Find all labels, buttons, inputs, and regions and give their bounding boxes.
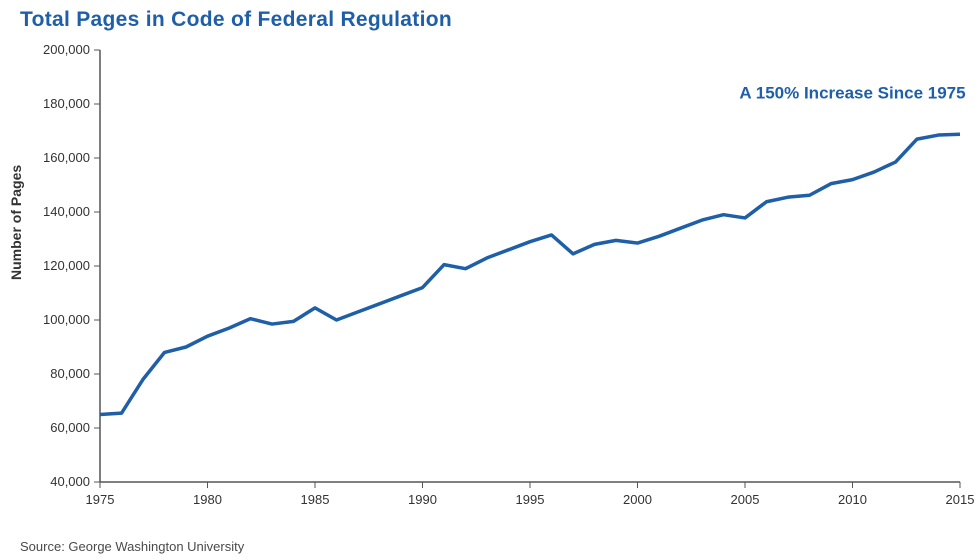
x-tick-label: 2005	[731, 492, 760, 507]
y-tick-label: 40,000	[50, 474, 90, 489]
x-tick-label: 1975	[86, 492, 115, 507]
data-line	[100, 134, 960, 414]
chart-container: Total Pages in Code of Federal Regulatio…	[0, 0, 980, 560]
x-tick-label: 1990	[408, 492, 437, 507]
y-tick-label: 180,000	[43, 96, 90, 111]
x-tick-label: 1980	[193, 492, 222, 507]
y-tick-label: 200,000	[43, 42, 90, 57]
x-tick-label: 2000	[623, 492, 652, 507]
x-tick-label: 2015	[946, 492, 975, 507]
x-tick-label: 2010	[838, 492, 867, 507]
source-text: Source: George Washington University	[20, 539, 244, 554]
chart-title: Total Pages in Code of Federal Regulatio…	[20, 8, 452, 32]
x-tick-label: 1985	[301, 492, 330, 507]
y-tick-label: 140,000	[43, 204, 90, 219]
y-tick-label: 160,000	[43, 150, 90, 165]
chart-svg: 40,000 60,000 80,000 100,000 120,000 140,000 1…	[0, 32, 980, 532]
y-tick-label: 100,000	[43, 312, 90, 327]
chart-area: 40,000 60,000 80,000 100,000 120,000 140,000 1…	[0, 32, 980, 532]
y-tick-label: 60,000	[50, 420, 90, 435]
y-tick-label: 80,000	[50, 366, 90, 381]
x-tick-label: 1995	[516, 492, 545, 507]
y-tick-label: 120,000	[43, 258, 90, 273]
chart-annotation: A 150% Increase Since 1975	[739, 84, 965, 103]
